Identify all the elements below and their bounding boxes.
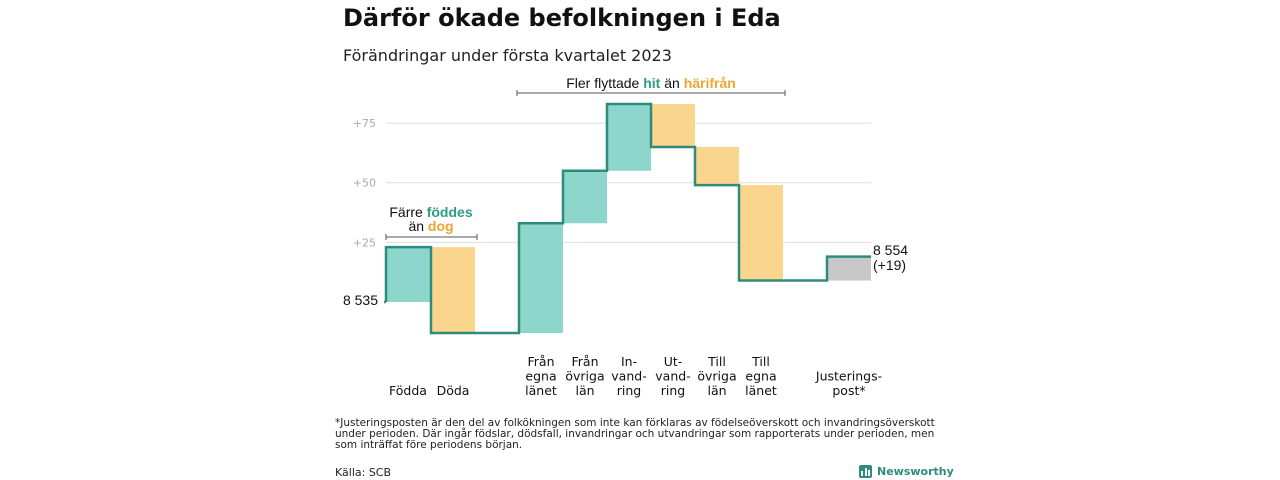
y-tick-label: +25 [353, 236, 376, 249]
left-bracket-text-line2: än dog [408, 218, 453, 234]
top-bracket-text: Fler flyttade hit än härifrån [566, 75, 736, 91]
running-total-step-line [384, 102, 871, 335]
bar-loss [431, 247, 475, 333]
bar-adjustment [827, 256, 871, 281]
category-label: Till [707, 354, 726, 369]
waterfall-chart: +25+50+75 Födda DödaFrånegnalänetFrånövri… [343, 75, 908, 398]
bar-loss [651, 104, 695, 147]
bar-loss [695, 146, 739, 186]
left-bracket-text-line1: Färre föddes [389, 204, 472, 220]
category-label: ring [661, 383, 685, 398]
chart-subtitle: Förändringar under första kvartalet 2023 [343, 46, 672, 65]
running-total-line [384, 102, 871, 335]
brand-name: Newsworthy [877, 464, 954, 478]
end-change-label: (+19) [873, 257, 906, 273]
bars [386, 104, 871, 333]
brand-logo[interactable]: Newsworthy [859, 463, 954, 479]
start-value-label: 8 535 [343, 292, 378, 308]
category-label: vand- [655, 369, 690, 384]
end-value-label: 8 554 [873, 242, 908, 258]
category-label: län [575, 383, 594, 398]
chart-title: Därför ökade befolkningen i Eda [343, 4, 781, 32]
y-tick-label: +75 [353, 117, 376, 130]
category-label: Döda [437, 383, 470, 398]
footnote: *Justeringsposten är den del av folkökni… [335, 417, 935, 451]
category-label: ring [617, 383, 641, 398]
category-label: egna [525, 369, 556, 384]
category-label: län [707, 383, 726, 398]
y-tick-label: +50 [353, 177, 376, 190]
category-label: vand- [611, 369, 646, 384]
category-label: egna [745, 369, 776, 384]
category-label: Från [571, 354, 598, 369]
category-label: länet [525, 383, 557, 398]
category-label: Från [527, 354, 554, 369]
category-label: övriga [565, 369, 604, 384]
category-label: Ut- [664, 354, 683, 369]
bar-gain [607, 104, 651, 171]
category-label: Justerings- [815, 369, 882, 384]
category-label: övriga [697, 369, 736, 384]
category-label: Till [751, 354, 770, 369]
bar-loss [739, 185, 783, 281]
category-label: post* [832, 383, 865, 398]
bar-gain [519, 223, 563, 333]
source-label: Källa: SCB [335, 466, 392, 479]
grid-lines: +25 +50 +75 [353, 117, 871, 249]
category-label: Födda [389, 383, 427, 398]
bar-chart-icon [859, 464, 872, 478]
category-label: In- [621, 354, 637, 369]
bar-gain [563, 170, 607, 224]
category-labels: Födda DödaFrånegnalänetFrånövrigalänIn-va… [389, 354, 882, 398]
category-label: länet [745, 383, 777, 398]
bar-gain [386, 247, 430, 302]
